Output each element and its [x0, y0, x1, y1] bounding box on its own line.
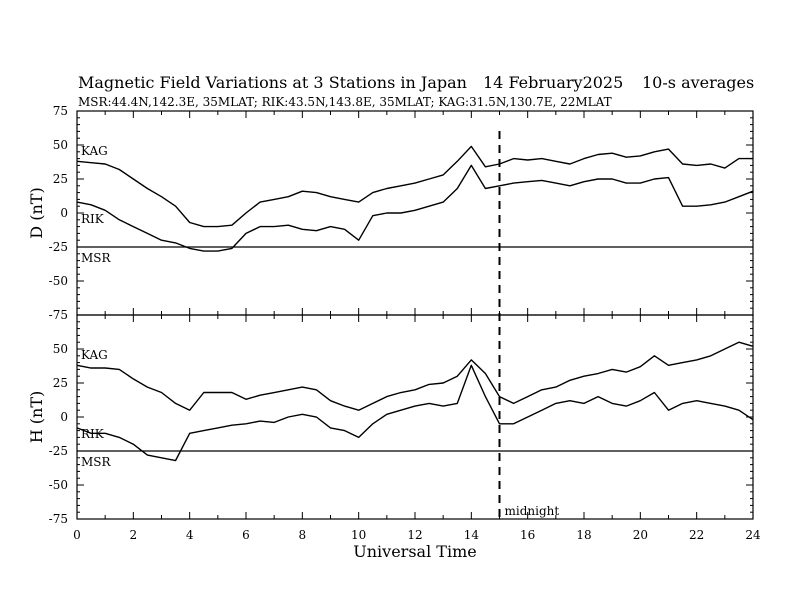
- y-tick-label: -25: [49, 444, 68, 458]
- y-tick-label: 50: [53, 342, 68, 356]
- y-tick-label: 25: [53, 376, 68, 390]
- x-tick-label: 12: [407, 528, 422, 542]
- series-line-rik: [76, 364, 754, 462]
- series-line-kag: [76, 145, 753, 228]
- y-tick-label: -50: [49, 478, 68, 492]
- x-tick-label: 16: [520, 528, 535, 542]
- y-tick-label: 25: [53, 172, 68, 186]
- series-label-kag: KAG: [81, 144, 108, 158]
- midnight-label: midnight: [505, 504, 560, 518]
- x-tick-label: 14: [464, 528, 480, 542]
- x-axis-label: Universal Time: [353, 542, 476, 561]
- stations-line: MSR:44.4N,142.3E, 35MLAT; RIK:43.5N,143.…: [78, 95, 612, 109]
- y-tick-label: 75: [53, 104, 68, 118]
- y-tick-label: 0: [60, 410, 68, 424]
- y-tick-label: 50: [53, 138, 68, 152]
- x-tick-label: 8: [299, 528, 307, 542]
- panel-frame: [76, 110, 754, 316]
- y-tick-label: -75: [49, 512, 68, 526]
- figure-date: 14 February2025: [483, 73, 623, 92]
- series-line-kag: [76, 341, 754, 411]
- x-tick-label: 0: [73, 528, 81, 542]
- y-tick-label: -75: [49, 308, 68, 322]
- y-axis-label: H (nT): [27, 391, 46, 444]
- y-tick-label: -50: [49, 274, 68, 288]
- y-axis-label: D (nT): [27, 187, 46, 238]
- x-tick-label: 24: [745, 528, 761, 542]
- series-label-rik: RIK: [81, 427, 105, 441]
- panel-frame: [76, 314, 754, 520]
- x-tick-label: 4: [186, 528, 194, 542]
- series-label-kag: KAG: [81, 348, 108, 362]
- x-tick-label: 2: [130, 528, 138, 542]
- figure-title: Magnetic Field Variations at 3 Stations …: [78, 73, 467, 92]
- y-tick-label: -25: [49, 240, 68, 254]
- figure-averaging: 10-s averages: [642, 73, 754, 92]
- series-label-msr: MSR: [81, 455, 112, 469]
- series-label-msr: MSR: [81, 251, 112, 265]
- x-tick-label: 18: [576, 528, 591, 542]
- panel-d-component: -75 -50 -25 0 25 50 75 D (nT) KAG RIK MSR: [27, 104, 754, 322]
- y-tick-label: 0: [60, 206, 68, 220]
- series-label-rik: RIK: [81, 212, 105, 226]
- x-tick-label: 20: [633, 528, 648, 542]
- x-tick-label: 6: [242, 528, 250, 542]
- x-tick-label: 22: [689, 528, 704, 542]
- series-line-rik: [76, 164, 754, 252]
- x-tick-label: 10: [351, 528, 366, 542]
